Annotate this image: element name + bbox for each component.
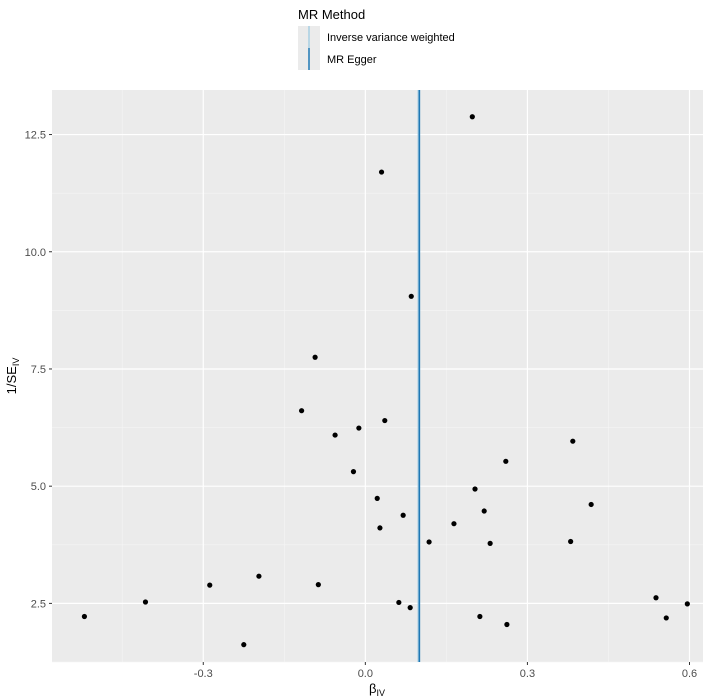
data-point [477,613,483,620]
data-point [207,582,213,588]
data-point [684,601,690,607]
data-point [378,169,385,175]
y-tick-label: 5.0 [31,481,46,493]
data-point [356,425,362,431]
y-axis-title-main: 1/SE [4,366,19,395]
x-axis: -0.3 0.0 0.3 0.6 [194,662,697,680]
data-point [382,417,388,424]
data-point [469,114,475,120]
y-tick-label: 7.5 [31,364,46,376]
data-point [472,486,478,492]
legend-title: MR Method [298,7,365,22]
data-point [142,599,149,605]
grid-major [52,90,703,662]
y-tick-label: 2.5 [31,598,46,610]
data-point [81,613,88,620]
x-tick-label: 0.3 [520,668,535,680]
legend-label-egger: MR Egger [327,54,377,66]
data-point [663,615,669,621]
plot-panel [52,90,703,662]
data-point [588,501,594,508]
x-axis-title-sub: IV [376,688,385,698]
data-point [350,469,357,475]
legend-label-ivw: Inverse variance weighted [327,32,455,44]
x-tick-label: 0.0 [358,668,373,680]
data-point [568,538,574,545]
x-tick-label: 0.6 [682,668,697,680]
data-point [408,293,414,299]
y-axis-title-sub: IV [11,358,21,367]
x-tick-label: -0.3 [194,668,213,680]
data-point [332,432,338,438]
data-point [396,599,402,606]
data-point [400,512,406,518]
method-lines [417,90,421,662]
data-point [504,621,510,628]
data-point [256,573,262,579]
x-axis-title-main: β [369,681,376,696]
y-axis-title: 1/SEIV [4,358,21,395]
data-point [481,508,487,514]
y-tick-label: 12.5 [25,130,46,142]
data-point [298,408,305,414]
data-point [451,521,457,527]
data-point [374,495,380,501]
data-point [570,438,576,444]
data-point [407,605,413,611]
data-point [426,539,432,545]
data-points [81,114,690,648]
data-point [503,458,509,464]
data-point [653,595,659,601]
data-point [315,582,321,588]
x-axis-title: βIV [369,681,385,698]
data-point [241,642,247,648]
legend: MR Method Inverse variance weighted MR E… [298,7,455,70]
grid-minor [52,90,703,663]
data-point [377,525,383,531]
data-point [487,540,493,546]
y-tick-label: 10.0 [25,247,46,259]
y-axis: 2.5 5.0 7.5 10.0 12.5 [25,130,52,610]
data-point [312,354,318,360]
